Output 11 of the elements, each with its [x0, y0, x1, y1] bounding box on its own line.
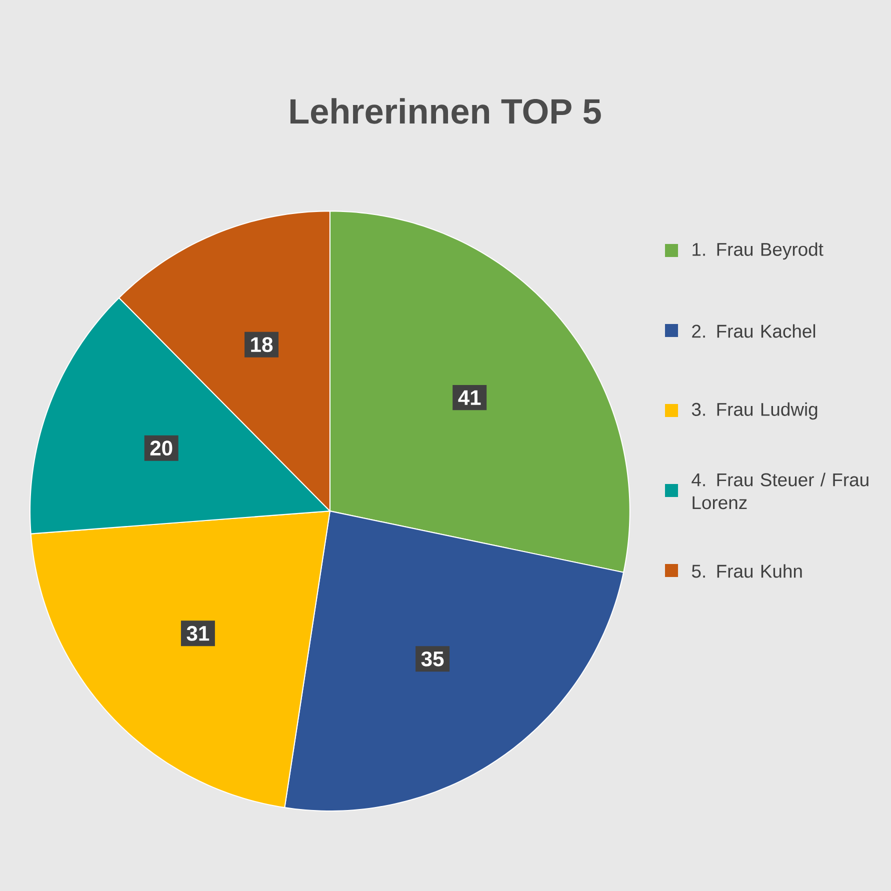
legend-label: 5. Frau Kuhn [692, 564, 802, 578]
data-label: 41 [458, 390, 481, 405]
legend-label: 4. Frau Steuer / Frau Lorenz [692, 472, 868, 510]
data-label: 35 [421, 651, 444, 666]
legend-label: 3. Frau Ludwig [692, 402, 818, 420]
legend-label: 1. Frau Beyrodt [692, 242, 824, 260]
chart-title: Lehrerinnen TOP 5 [290, 98, 601, 124]
legend-label: 2. Frau Kachel [692, 324, 816, 338]
data-label: 20 [150, 440, 172, 456]
data-label: 31 [186, 626, 210, 641]
data-label: 18 [251, 337, 273, 352]
